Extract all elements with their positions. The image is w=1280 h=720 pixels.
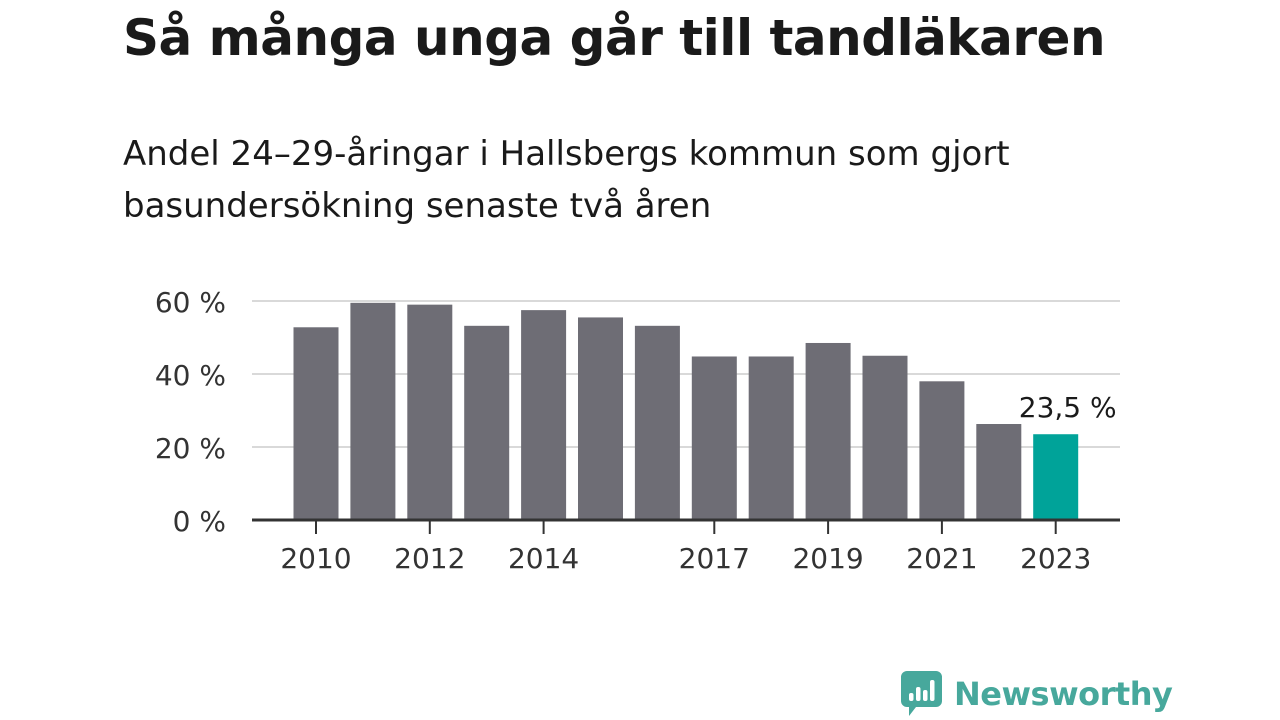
- y-tick-label: 40 %: [155, 359, 226, 392]
- chart-title: Så många unga går till tandläkaren: [123, 9, 1106, 67]
- y-tick-label: 20 %: [155, 432, 226, 465]
- x-tick-label: 2012: [394, 542, 465, 575]
- labels: 23,5 %: [1019, 391, 1117, 424]
- bar-2012: [407, 304, 453, 520]
- highlight-data-label: 23,5 %: [1019, 391, 1117, 424]
- x-tick-label: 2014: [508, 542, 579, 575]
- y-tick-label: 60 %: [155, 286, 226, 319]
- bar-2010: [293, 327, 339, 520]
- bar-2021: [919, 381, 965, 520]
- x-tick-label: 2019: [792, 542, 863, 575]
- x-tick-label: 2023: [1020, 542, 1091, 575]
- bar-2014: [521, 310, 567, 520]
- bar-2015: [578, 317, 623, 520]
- brand-name: Newsworthy: [954, 675, 1173, 713]
- bar-2011: [350, 302, 396, 520]
- x-tick-label: 2021: [906, 542, 977, 575]
- y-tick-label: 0 %: [173, 505, 226, 538]
- bar-2019: [805, 342, 851, 520]
- bar-2022: [976, 424, 1022, 520]
- bar-2016: [634, 325, 680, 520]
- bar-2020: [862, 355, 908, 520]
- bar-2013: [464, 325, 510, 520]
- chart-subtitle: Andel 24–29-åringar i Hallsbergs kommun …: [123, 134, 1010, 226]
- axes: 0 % 20 % 40 % 60 % 2010 2012 2014 2017 2019 2021 2…: [155, 286, 1120, 575]
- bar-2017: [691, 356, 737, 520]
- grid-lines: [252, 300, 1120, 448]
- x-tick-label: 2010: [280, 542, 351, 575]
- newsworthy-chart-icon: [901, 671, 942, 716]
- bar-2018: [748, 356, 794, 520]
- newsworthy-logo: Newsworthy: [901, 670, 1173, 718]
- bar-2023: [1033, 434, 1079, 520]
- x-tick-label: 2017: [679, 542, 750, 575]
- bars: [293, 302, 1079, 520]
